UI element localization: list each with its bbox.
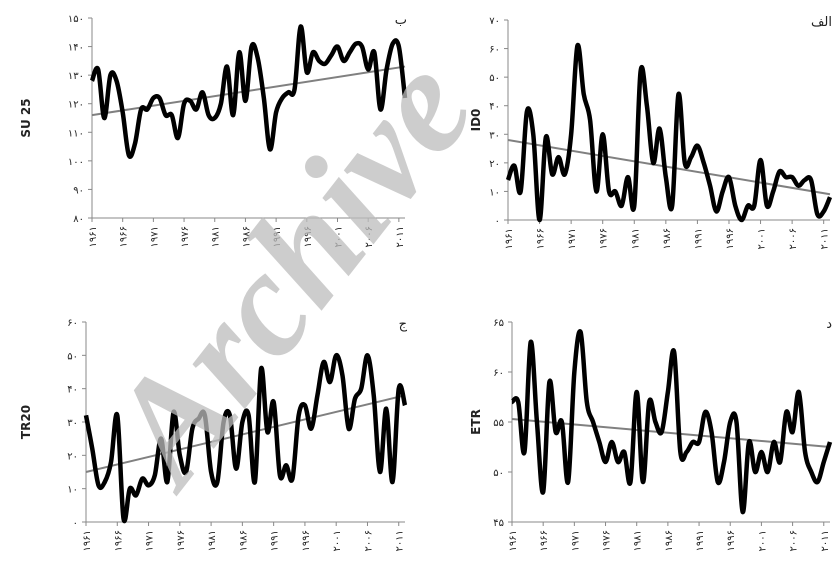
- x-tick-label: ۱۹۶۱: [88, 226, 99, 247]
- y-axis-label: TR20: [19, 405, 33, 439]
- x-tick-label: ۱۹۹۶: [726, 530, 737, 551]
- chart-panel: ۴۵ ۵۰ ۵۵ ۶۰ ۶۵ ۱۹۶۱ ۱۹۶۶ ۱۹۷۱ ۱۹۷۶ ۱۹۸۱ ۱۹۸۶ ۱۹۹۱ ۱۹…: [469, 317, 832, 551]
- x-tick-label: ۱۹۷۶: [602, 530, 613, 551]
- panel-label: ب: [395, 13, 407, 28]
- y-tick-label: ۰: [73, 518, 78, 529]
- x-tick-label: ۲۰۰۶: [363, 530, 374, 551]
- x-tick-label: ۲۰۰۶: [789, 530, 800, 551]
- x-tick-label: ۲۰۱۱: [395, 226, 406, 247]
- watermark: Archive: [72, 28, 505, 517]
- data-line: [510, 329, 833, 515]
- y-axis-label: SU 25: [19, 98, 33, 137]
- x-tick-label: ۱۹۸۱: [633, 530, 644, 551]
- y-tick-label: ۵۰: [489, 73, 500, 84]
- x-tick-label: ۱۹۷۶: [599, 228, 610, 249]
- x-tick-label: ۱۹۹۶: [303, 226, 314, 247]
- panel-label: ج: [399, 317, 408, 332]
- x-tick-label: ۱۹۶۱: [82, 530, 93, 551]
- x-tick-label: ۱۹۸۱: [630, 228, 641, 249]
- x-tick-label: ۲۰۰۶: [788, 228, 799, 249]
- x-tick-label: ۱۹۹۱: [695, 530, 706, 551]
- y-tick-label: ۵۵: [493, 418, 504, 429]
- x-tick-label: ۱۹۷۱: [145, 530, 156, 551]
- y-tick-label: ۱۲۰: [68, 100, 84, 111]
- x-tick-label: ۱۹۸۶: [664, 530, 675, 551]
- y-tick-label: ۱۱۰: [68, 128, 84, 139]
- x-tick-label: ۱۹۷۶: [176, 530, 187, 551]
- y-tick-label: ۶۰: [67, 318, 78, 329]
- y-tick-label: ۴۰: [67, 385, 78, 396]
- y-tick-label: ۱۴۰: [68, 43, 84, 54]
- y-tick-label: ۴۵: [493, 518, 504, 529]
- y-tick-label: ۲۰: [489, 159, 500, 170]
- y-tick-label: ۹۰: [73, 185, 84, 196]
- data-line: [89, 24, 408, 159]
- y-tick-label: ۲۰: [67, 451, 78, 462]
- x-tick-label: ۱۹۶۶: [539, 530, 550, 551]
- y-tick-label: ۱۰: [67, 485, 78, 496]
- x-tick-label: ۱۹۹۱: [272, 226, 283, 247]
- x-tick-label: ۲۰۰۱: [333, 226, 344, 247]
- x-tick-label: ۱۹۹۱: [270, 530, 281, 551]
- x-tick-label: ۲۰۰۱: [757, 228, 768, 249]
- x-tick-label: ۱۹۷۱: [567, 228, 578, 249]
- y-tick-label: ۱۰: [489, 187, 500, 198]
- y-tick-label: ۵۰: [493, 468, 504, 479]
- y-tick-label: ۱۳۰: [68, 71, 84, 82]
- y-tick-label: ۶۵: [493, 318, 504, 329]
- x-tick-label: ۱۹۹۶: [301, 530, 312, 551]
- chart-panel: ۰ ۱۰ ۲۰ ۳۰ ۴۰ ۵۰ ۶۰ ۷۰ ۱۹۶۱ ۱۹۶۶ ۱۹۷۱ ۱۹۷۶ ۱۹۸۱ ۱۹۸۶ ۱…: [469, 15, 833, 249]
- x-tick-label: ۱۹۹۱: [693, 228, 704, 249]
- y-axis-label: ID0: [469, 109, 483, 132]
- x-tick-label: ۱۹۶۱: [508, 530, 519, 551]
- y-tick-label: ۴۰: [489, 102, 500, 113]
- x-tick-label: ۲۰۰۱: [332, 530, 343, 551]
- data-line: [505, 43, 833, 223]
- x-tick-label: ۲۰۱۱: [820, 228, 831, 249]
- data-line: [83, 353, 408, 524]
- y-tick-label: ۵۰: [67, 351, 78, 362]
- x-tick-label: ۱۹۷۱: [570, 530, 581, 551]
- y-axis-label: ETR: [469, 409, 483, 435]
- x-tick-label: ۱۹۷۶: [180, 226, 191, 247]
- y-tick-label: ۳۰: [489, 130, 500, 141]
- chart-panel: ۰ ۱۰ ۲۰ ۳۰ ۴۰ ۵۰ ۶۰ ۱۹۶۱ ۱۹۶۶ ۱۹۷۱ ۱۹۷۶ ۱۹۸۱ ۱۹۸۶ ۱۹۹…: [19, 317, 408, 551]
- x-tick-label: ۱۹۸۱: [207, 530, 218, 551]
- y-tick-label: ۷۰: [489, 16, 500, 27]
- y-tick-label: ۶۰: [489, 45, 500, 56]
- x-tick-label: ۱۹۷۱: [149, 226, 160, 247]
- x-tick-label: ۲۰۱۱: [820, 530, 831, 551]
- chart-panel: ۸۰ ۹۰ ۱۰۰ ۱۱۰ ۱۲۰ ۱۳۰ ۱۴۰ ۱۵۰ ۱۹۶۱ ۱۹۶۶ ۱۹۷۱ ۱۹۷۶ ۱۹…: [19, 13, 408, 247]
- y-tick-label: ۱۵۰: [68, 14, 84, 25]
- y-tick-label: ۱۰۰: [68, 157, 84, 168]
- x-tick-label: ۱۹۸۶: [238, 530, 249, 551]
- x-tick-label: ۲۰۰۶: [364, 226, 375, 247]
- panel-label: د: [826, 317, 832, 332]
- y-tick-label: ۳۰: [67, 418, 78, 429]
- x-tick-label: ۱۹۶۶: [119, 226, 130, 247]
- y-tick-label: ۰: [495, 216, 500, 227]
- x-tick-label: ۱۹۶۱: [504, 228, 515, 249]
- y-tick-label: ۶۰: [493, 368, 504, 379]
- x-tick-label: ۱۹۸۶: [662, 228, 673, 249]
- x-tick-label: ۱۹۸۶: [241, 226, 252, 247]
- x-tick-label: ۱۹۶۶: [536, 228, 547, 249]
- trend-line: [511, 418, 831, 448]
- x-tick-label: ۱۹۸۱: [211, 226, 222, 247]
- x-tick-label: ۱۹۹۶: [725, 228, 736, 249]
- y-tick-label: ۸۰: [73, 214, 84, 225]
- x-tick-label: ۲۰۱۱: [395, 530, 406, 551]
- x-tick-label: ۲۰۰۱: [757, 530, 768, 551]
- panel-label: الف: [811, 15, 832, 30]
- x-tick-label: ۱۹۶۶: [113, 530, 124, 551]
